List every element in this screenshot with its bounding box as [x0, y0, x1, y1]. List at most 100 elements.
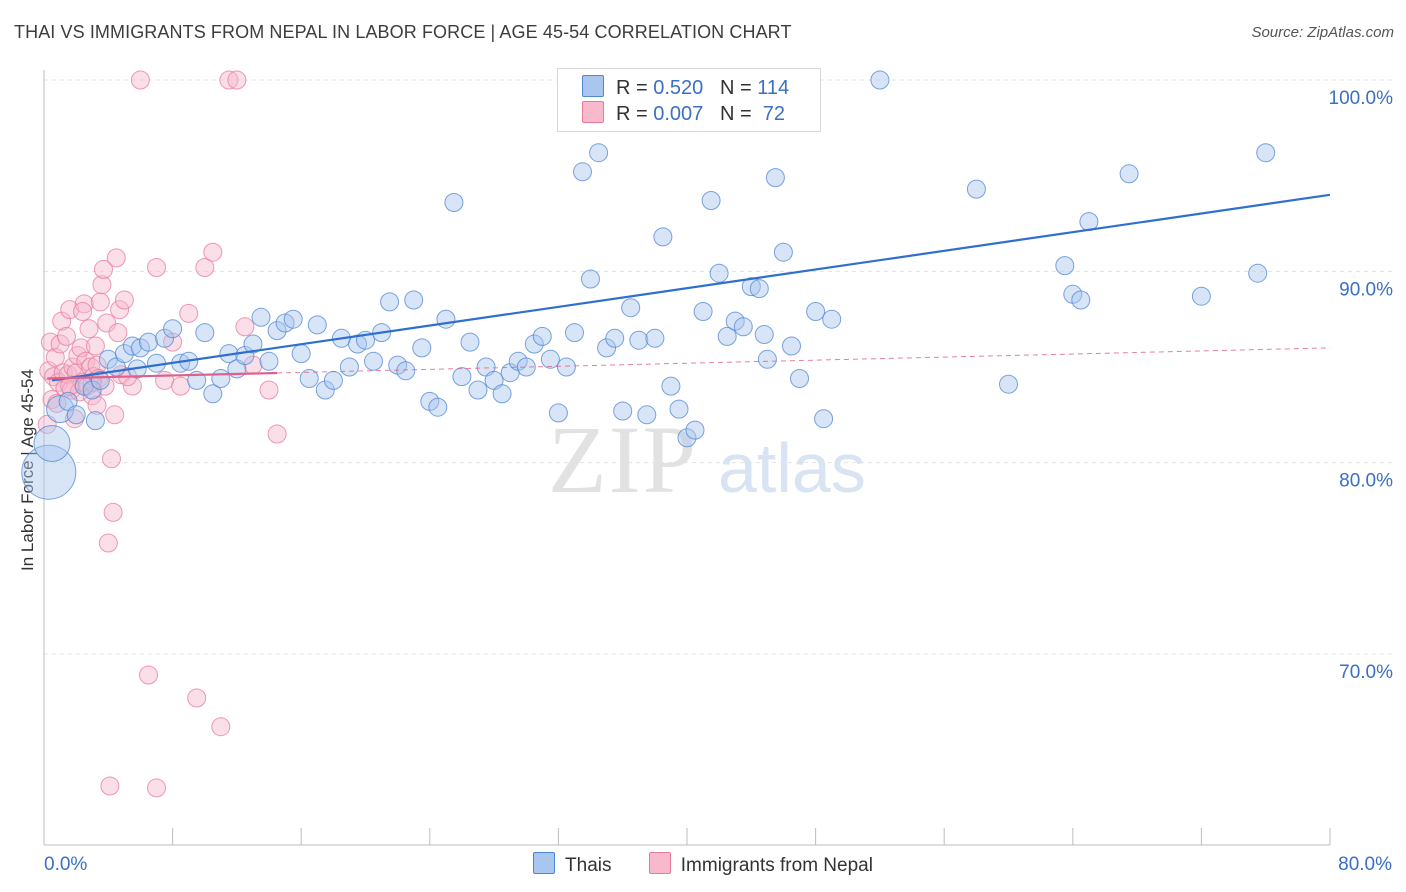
thais-point-29	[251, 307, 271, 327]
thais-point-6	[82, 380, 102, 400]
thais-point-108	[1248, 263, 1268, 283]
nepal-point-59	[211, 717, 231, 737]
thais-swatch	[582, 75, 604, 97]
x-tick-label-80: 80.0%	[1338, 854, 1392, 875]
nepal-point-39	[100, 776, 120, 796]
nepal-point-69	[73, 302, 93, 321]
nepal-point-54	[171, 376, 191, 396]
y-tick-label-80: 80.0%	[1339, 471, 1393, 492]
thais-point-76	[629, 330, 649, 350]
nepal-point-34	[92, 275, 112, 295]
thais-point-35	[299, 369, 319, 388]
thais-point-83	[685, 420, 705, 440]
thais-point-78	[645, 328, 665, 348]
nepal-point-56	[187, 688, 207, 708]
thais-point-109	[1256, 143, 1276, 163]
thais-point-68	[565, 323, 584, 343]
thais-point-98	[814, 409, 834, 429]
legend-item-nepal[interactable]: Immigrants from Nepal	[648, 852, 873, 877]
thais-point-22	[195, 323, 215, 343]
series-legend: Thais Immigrants from Nepal	[0, 852, 1406, 877]
thais-point-54	[452, 367, 472, 387]
watermark-atlas: atlas	[718, 429, 866, 507]
thais-point-45	[380, 292, 400, 312]
nepal-trend-line-dashed	[277, 347, 1331, 374]
nepal-point-63	[147, 778, 166, 798]
thais-point-85	[701, 191, 721, 210]
nepal-n-label: N =	[719, 103, 758, 125]
thais-point-36	[307, 315, 327, 335]
thais-point-49	[412, 338, 432, 358]
source-label: Source: ZipAtlas.com	[1251, 24, 1394, 41]
thais-point-75	[621, 298, 641, 318]
nepal-point-28	[82, 386, 102, 406]
legend-row-thais: R = 0.520 N = 114	[582, 75, 789, 101]
nepal-n-value: 72	[757, 103, 786, 125]
thais-point-80	[661, 376, 681, 396]
nepal-point-9	[52, 311, 72, 331]
thais-point-102	[999, 374, 1018, 394]
thais-point-107	[1119, 164, 1139, 184]
nepal-point-49	[130, 70, 150, 90]
thais-point-74	[613, 401, 633, 421]
thais-point-43	[364, 351, 383, 371]
nepal-point-38	[98, 533, 118, 553]
nepal-point-55	[179, 303, 199, 323]
nepal-point-50	[139, 665, 158, 685]
thais-point-53	[444, 193, 464, 212]
thais-point-8	[90, 370, 110, 390]
thais-point-1	[33, 425, 71, 462]
thais-point-111	[754, 325, 774, 344]
thais-n-label: N =	[719, 77, 758, 99]
thais-point-81	[669, 399, 689, 419]
nepal-point-57	[195, 258, 215, 277]
thais-points	[21, 70, 1276, 500]
y-tick-label-100: 100.0%	[1329, 88, 1394, 109]
legend-nepal-swatch	[648, 852, 671, 874]
thais-point-64	[532, 326, 552, 346]
thais-point-110	[1191, 286, 1211, 306]
thais-point-89	[733, 317, 753, 337]
thais-point-33	[283, 309, 303, 329]
nepal-point-45	[110, 300, 130, 320]
thais-point-73	[605, 328, 625, 348]
axes	[43, 70, 1331, 846]
thais-point-103	[1055, 256, 1075, 276]
thais-trend-line	[51, 193, 1331, 382]
nepal-point-66	[267, 424, 287, 444]
nepal-point-26	[79, 319, 99, 339]
thais-point-63	[524, 334, 544, 354]
thais-point-101	[966, 179, 986, 199]
thais-point-72	[597, 338, 617, 358]
y-tick-label-70: 70.0%	[1339, 662, 1393, 683]
thais-point-92	[757, 349, 777, 369]
thais-point-55	[460, 332, 480, 352]
thais-point-65	[540, 349, 560, 369]
thais-point-28	[243, 334, 263, 354]
thais-point-31	[267, 321, 287, 341]
legend-nepal-label: Immigrants from Nepal	[680, 855, 873, 876]
watermark: ZIP atlas	[548, 406, 866, 513]
thais-point-105	[1071, 290, 1091, 310]
thais-r-label: R =	[616, 77, 654, 99]
tick-labels: 100.0% 90.0% 80.0% 70.0% 0.0% 80.0%	[44, 88, 1393, 875]
thais-point-99	[822, 309, 842, 329]
legend-item-thais[interactable]: Thais	[533, 852, 612, 877]
nepal-point-12	[57, 326, 76, 346]
nepal-point-60	[219, 70, 239, 90]
thais-point-70	[581, 269, 600, 289]
thais-r-value: 0.520	[653, 77, 704, 99]
thais-point-77	[637, 405, 657, 425]
thais-point-56	[468, 380, 488, 400]
nepal-point-47	[114, 290, 134, 310]
correlation-legend: R = 0.520 N = 114 R = 0.007 N = 72	[557, 68, 821, 132]
nepal-point-58	[203, 242, 223, 262]
thais-point-91	[749, 279, 769, 299]
nepal-points	[37, 70, 287, 798]
thais-point-82	[677, 428, 697, 448]
thais-point-100	[870, 70, 890, 90]
thais-point-17	[155, 328, 175, 348]
x-tick-label-0: 0.0%	[44, 854, 87, 875]
nepal-point-65	[259, 380, 279, 400]
thais-point-23	[203, 384, 223, 404]
